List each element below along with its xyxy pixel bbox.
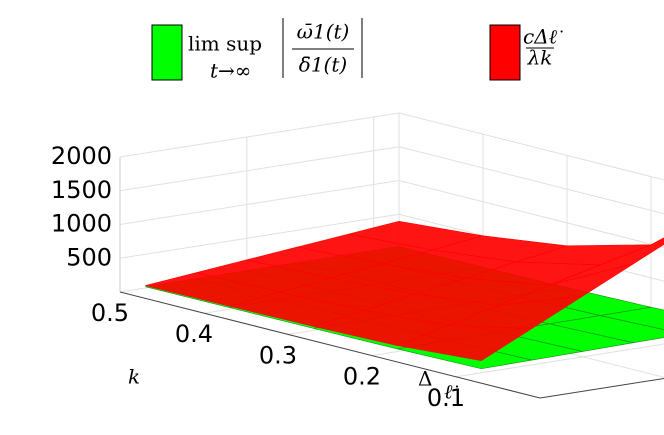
z-tick-label: 500 [66, 243, 112, 271]
x-axis [539, 377, 664, 399]
z-tick-label: 2000 [51, 142, 112, 170]
legend-swatch [489, 24, 521, 81]
legend-num: cΔℓ̇ [523, 25, 563, 49]
y-tick-label: 0.1 [427, 384, 465, 412]
legend: lim sup t→∞ ω̄1(t) δ̄1(t) cΔℓ̇ λk [151, 18, 563, 83]
x-axis-label: Δ [418, 367, 432, 391]
y-tick-label: 0.2 [343, 363, 381, 391]
z-tick-label: 1500 [51, 176, 112, 204]
grid-line [119, 112, 664, 181]
legend-sub: t→∞ [210, 59, 251, 83]
y-tick-label: 0.3 [259, 341, 297, 369]
y-tick-label: 0.5 [91, 299, 129, 327]
legend-swatch [151, 24, 183, 81]
surface-cell [600, 237, 664, 266]
z-tick-label: 1000 [51, 210, 112, 238]
legend-num: ω̄1(t) [297, 20, 350, 44]
surface-cell [600, 306, 664, 330]
legend-den: λk [527, 46, 553, 70]
y-axis [119, 291, 541, 399]
grid-line [455, 343, 664, 378]
legend-den: δ̄1(t) [299, 53, 347, 77]
y-tick-label: 0.4 [175, 320, 213, 348]
legend-op: lim sup [188, 32, 262, 56]
y-axis-label: k [128, 365, 140, 389]
